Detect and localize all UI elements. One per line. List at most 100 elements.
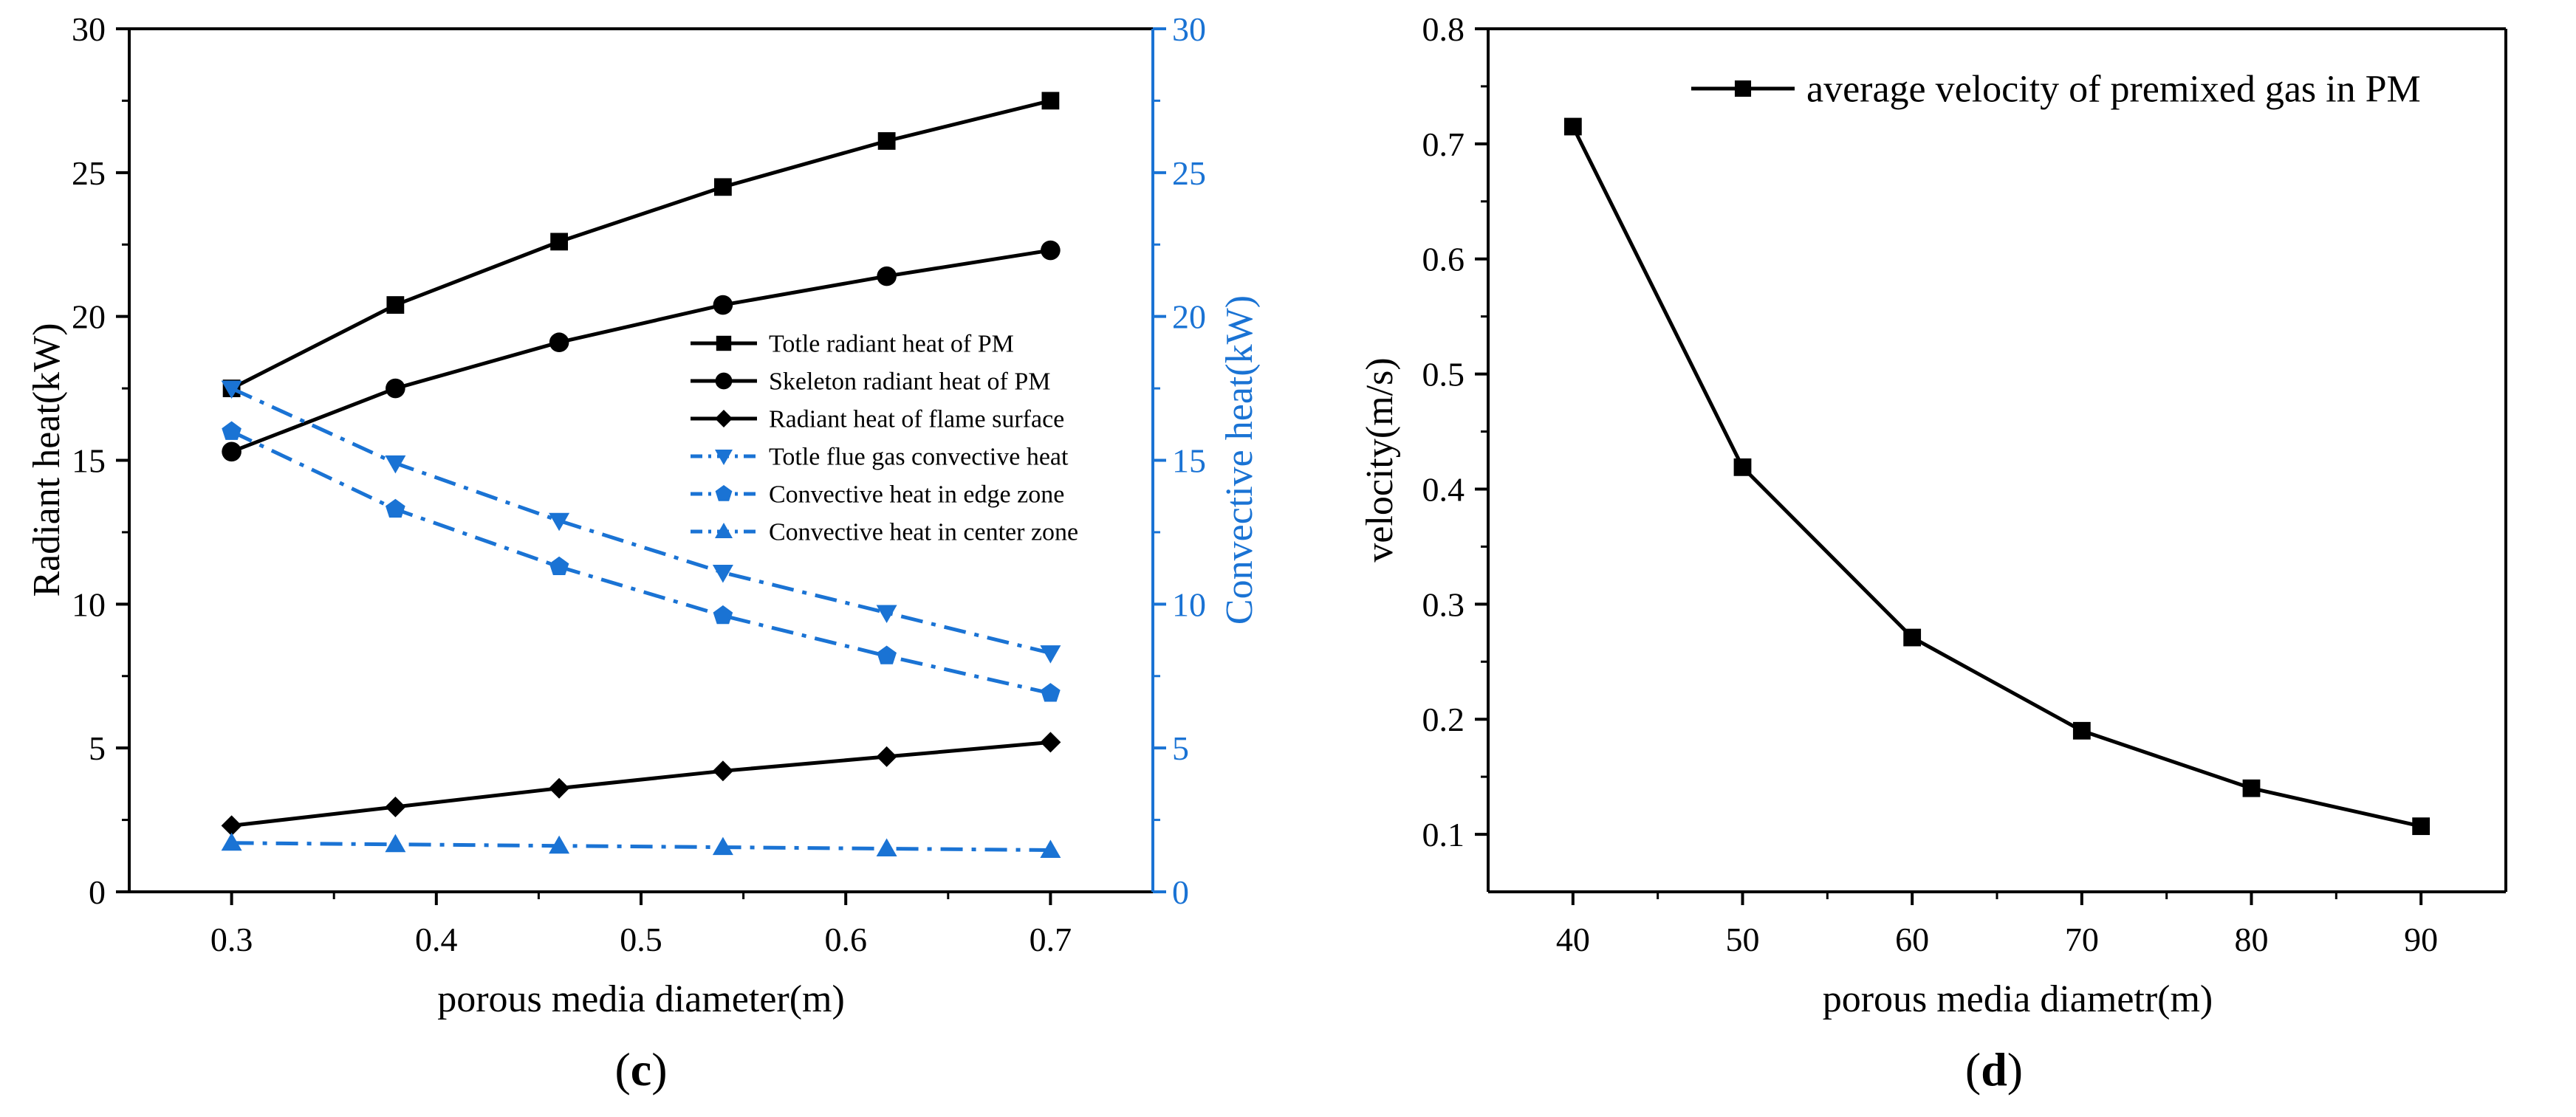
chart-d-y-tick-label: 0.1 (1422, 816, 1465, 853)
chart-d-y-tick-label: 0.5 (1422, 356, 1465, 393)
chart-c-legend-item: Radiant heat of flame surface (691, 406, 1064, 433)
chart-c-x-tick-label: 0.5 (620, 921, 662, 958)
chart-c-series-5-point (713, 605, 733, 625)
chart-c-series-6-point (221, 832, 242, 851)
chart-d-x-tick-label: 60 (1895, 921, 1929, 958)
chart-c-x-tick-label: 0.6 (824, 921, 867, 958)
chart-c-legend-marker (715, 410, 733, 427)
chart-c-y-tick-label: 0 (89, 873, 106, 911)
chart-c-series-2-line (230, 248, 1051, 454)
chart-d-y-tick-label: 0.8 (1422, 10, 1465, 48)
chart-c-series-2 (222, 240, 1061, 462)
chart-d-series-1-point (1733, 458, 1752, 476)
chart-c-series-6 (221, 832, 1061, 858)
chart-c-series-6-point (876, 838, 897, 856)
chart-c-series-3-point (1040, 732, 1061, 753)
chart-c-series-1 (222, 92, 1060, 397)
chart-c-legend-label: Totle radiant heat of PM (769, 331, 1014, 358)
chart-c-series-6-point (549, 835, 570, 854)
chart-c-legend-label: Totle flue gas convective heat (769, 444, 1069, 471)
chart-c-series-1-line (230, 98, 1051, 391)
chart-d-x-tick-label: 80 (2235, 921, 2269, 958)
chart-c-y-ticks: 0 5 10 15 20 25 30 (72, 10, 129, 911)
chart-c-y-tick-label: 5 (89, 729, 106, 767)
chart-c-legend-marker (715, 372, 733, 390)
chart-c-series-4-point (712, 565, 733, 583)
chart-c-legend-label: Convective heat in edge zone (769, 481, 1064, 509)
chart-c-y2-tick-label: 20 (1172, 298, 1206, 336)
chart-c-y-tick-label: 20 (72, 298, 106, 336)
chart-c-series-2-point (713, 295, 733, 315)
chart-c-x-tick-label: 0.7 (1030, 921, 1072, 958)
chart-d-series-1-point (2072, 721, 2091, 740)
chart-c-y2-tick-label: 0 (1172, 873, 1189, 911)
chart-c-series-1-point (877, 132, 896, 150)
chart-c-series-1-point (550, 233, 569, 251)
chart-d-x-ticks: 40 50 60 70 80 90 (1556, 892, 2438, 958)
chart-c-series-2-point (877, 266, 897, 286)
chart-c-series-5-line (230, 430, 1051, 695)
chart-c-panel-label: (c) (614, 1043, 667, 1096)
chart-d-series-1-point (2412, 817, 2431, 836)
chart-d-series-1-point (2242, 779, 2261, 797)
chart-d-panel-label: (d) (1965, 1043, 2023, 1096)
chart-c-series-2-point (1041, 240, 1061, 261)
chart-c-series-5 (222, 421, 1061, 702)
chart-c-series-3-line (231, 740, 1051, 828)
chart-c-y2-ticks: 0 5 10 15 20 25 30 (1153, 10, 1206, 911)
chart-c-y2-tick-label: 15 (1172, 442, 1206, 480)
chart-c-y-tick-label: 10 (72, 585, 106, 623)
chart-c-legend-item: Totle radiant heat of PM (691, 331, 1014, 358)
chart-c-series-3-point (712, 760, 733, 782)
chart-c-y-tick-label: 25 (72, 154, 106, 192)
chart-d-series-1-point (1563, 117, 1582, 136)
chart-c-series-2-point (222, 441, 242, 462)
chart-c-legend-marker (715, 485, 733, 501)
chart-c-series-4-line (230, 386, 1051, 656)
chart-c-y2-tick-label: 25 (1172, 154, 1206, 192)
chart-c-y2-tick-label: 10 (1172, 585, 1206, 623)
chart-d-legend-item: average velocity of premixed gas in PM (1691, 69, 2421, 111)
chart-c-series-1-point (1041, 92, 1060, 110)
chart-c-legend-item: Skeleton radiant heat of PM (691, 368, 1050, 396)
chart-d-y-tick-label: 0.7 (1422, 126, 1465, 163)
chart-d-x-tick-label: 50 (1726, 921, 1760, 958)
chart-d-y-axis-label: velocity(m/s) (1359, 357, 1401, 562)
chart-c-series-3 (221, 732, 1061, 836)
chart-c-series-5-point (1041, 683, 1061, 702)
chart-c-legend-label: Radiant heat of flame surface (769, 406, 1064, 433)
chart-c-series-3-point (385, 797, 406, 817)
chart-c-y-axis-label: Radiant heat(kW) (26, 323, 68, 597)
chart-d-series-1 (1563, 117, 2431, 836)
chart-d-y-tick-label: 0.3 (1422, 585, 1465, 623)
chart-c-series-4 (221, 380, 1061, 664)
chart-c-series-1-point (713, 178, 732, 196)
chart-c-legend-item: Totle flue gas convective heat (691, 444, 1069, 471)
chart-d-y-tick-label: 0.4 (1422, 470, 1465, 508)
chart-c-legend-item: Convective heat in edge zone (691, 481, 1064, 509)
chart-d-series-1-point (1903, 628, 1922, 647)
chart-c-series-4-point (385, 455, 406, 474)
chart-d-x-axis-label: porous media diametr(m) (1823, 978, 2213, 1020)
chart-d: average velocity of premixed gas in PM 4… (1359, 10, 2507, 1096)
chart-c-series-3-point (221, 815, 242, 836)
chart-c-legend-marker (715, 450, 733, 465)
chart-c-series-5-point (877, 645, 897, 664)
chart-c-y-tick-label: 30 (72, 10, 106, 48)
chart-c-y2-tick-label: 30 (1172, 10, 1206, 48)
chart-c: Totle radiant heat of PM Skeleton radiant… (26, 10, 1261, 1096)
chart-c-y2-tick-label: 5 (1172, 729, 1189, 767)
chart-c-series-3-point (876, 746, 897, 767)
chart-d-legend-marker (1734, 80, 1752, 97)
chart-d-legend-label: average velocity of premixed gas in PM (1806, 69, 2421, 111)
chart-c-series-6-point (712, 836, 733, 856)
chart-c-series-layer (221, 92, 1061, 858)
chart-c-x-axis-label: porous media diameter(m) (437, 978, 845, 1020)
chart-d-x-tick-label: 90 (2404, 921, 2438, 958)
chart-c-series-5-point (222, 421, 242, 440)
chart-c-series-6-line (231, 841, 1051, 852)
chart-c-series-6-point (1040, 839, 1061, 858)
chart-c-series-5-point (549, 556, 569, 575)
